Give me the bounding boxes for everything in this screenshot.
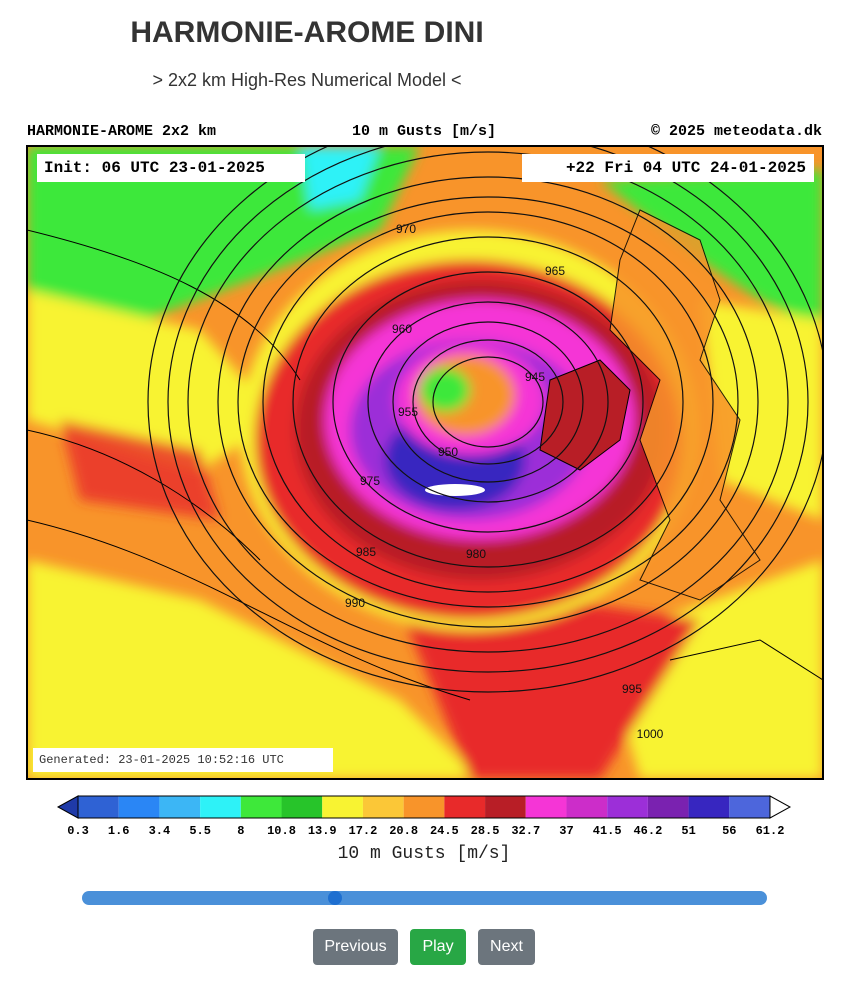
isobar-label: 950 bbox=[438, 445, 458, 459]
colorbar-tick-label: 56 bbox=[722, 824, 736, 838]
colorbar-segment bbox=[566, 796, 608, 818]
copyright: © 2025 meteodata.dk bbox=[651, 123, 822, 140]
isobar-label: 990 bbox=[345, 596, 365, 610]
colorbar-segment bbox=[78, 796, 119, 818]
isobar bbox=[147, 146, 823, 693]
map-frame bbox=[26, 145, 824, 780]
previous-button[interactable]: Previous bbox=[313, 929, 398, 965]
colorbar-segment bbox=[362, 796, 404, 818]
colorbar-tick-label: 28.5 bbox=[471, 824, 500, 838]
isobar-label: 945 bbox=[525, 370, 545, 384]
colorbar-tick-label: 20.8 bbox=[389, 824, 418, 838]
isobar-label: 970 bbox=[396, 222, 416, 236]
isobar bbox=[237, 196, 739, 608]
colorbar-tick-label: 37 bbox=[559, 824, 573, 838]
init-time: Init: 06 UTC 23-01-2025 bbox=[44, 159, 265, 177]
isobar-label: 965 bbox=[545, 264, 565, 278]
colorbar-over bbox=[769, 795, 792, 819]
colorbar-tick-label: 13.9 bbox=[308, 824, 337, 838]
isobar-label: 995 bbox=[622, 682, 642, 696]
isobar-label: 980 bbox=[466, 547, 486, 561]
colorbar-segment bbox=[240, 796, 282, 818]
valid-time: +22 Fri 04 UTC 24-01-2025 bbox=[566, 159, 806, 177]
colorbar-segment bbox=[200, 796, 241, 818]
next-button[interactable]: Next bbox=[478, 929, 535, 965]
weather-map: Init: 06 UTC 23-01-2025 +22 Fri 04 UTC 2… bbox=[27, 146, 823, 779]
isobar bbox=[292, 236, 684, 568]
isobar bbox=[332, 271, 644, 533]
colorbar-tick-label: 10.8 bbox=[267, 824, 296, 838]
model-label: HARMONIE-AROME 2x2 km bbox=[27, 123, 216, 140]
colorbar-tick-label: 24.5 bbox=[430, 824, 459, 838]
colorbar-segment bbox=[322, 796, 363, 818]
isobar bbox=[262, 211, 714, 593]
colorbar-tick-label: 8 bbox=[237, 824, 244, 838]
colorbar-label: 10 m Gusts [m/s] bbox=[338, 844, 511, 864]
isobar bbox=[432, 356, 544, 448]
colorbar-under bbox=[56, 795, 79, 819]
generated-time: Generated: 23-01-2025 10:52:16 UTC bbox=[39, 753, 284, 767]
colorbar-segment bbox=[444, 796, 486, 818]
colorbar-tick-label: 46.2 bbox=[633, 824, 662, 838]
colorbar-tick-label: 1.6 bbox=[108, 824, 130, 838]
page-title: HARMONIE-AROME DINI bbox=[130, 16, 483, 49]
slider-thumb[interactable] bbox=[328, 891, 342, 905]
colorbar-tick-label: 41.5 bbox=[593, 824, 622, 838]
isobar bbox=[167, 146, 809, 673]
isobar bbox=[187, 151, 789, 653]
play-button[interactable]: Play bbox=[410, 929, 466, 965]
colorbar-segment bbox=[485, 796, 526, 818]
isobar-label: 955 bbox=[398, 405, 418, 419]
colorbar-tick-label: 17.2 bbox=[349, 824, 378, 838]
colorbar-segment bbox=[281, 796, 323, 818]
colorbar-segment bbox=[647, 796, 689, 818]
colorbar-tick-label: 32.7 bbox=[511, 824, 540, 838]
isobar bbox=[412, 339, 564, 465]
colorbar-tick-label: 0.3 bbox=[67, 824, 89, 838]
colorbar-tick-label: 61.2 bbox=[756, 824, 785, 838]
colorbar-segment bbox=[729, 796, 770, 818]
colorbar-tick-label: 3.4 bbox=[149, 824, 171, 838]
colorbar-segment bbox=[688, 796, 730, 818]
colorbar-segment bbox=[607, 796, 648, 818]
colorbar-segment bbox=[159, 796, 201, 818]
colorbar-segment bbox=[118, 796, 160, 818]
isobar bbox=[367, 301, 609, 503]
isobar-label: 1000 bbox=[637, 727, 664, 741]
colorbar-segment bbox=[525, 796, 567, 818]
colorbar-frame bbox=[77, 795, 771, 819]
colorbar-tick-label: 51 bbox=[681, 824, 695, 838]
isobar bbox=[217, 176, 759, 628]
page-subtitle: > 2x2 km High-Res Numerical Model < bbox=[152, 70, 461, 90]
field-label: 10 m Gusts [m/s] bbox=[352, 123, 496, 140]
colorbar-tick-label: 5.5 bbox=[189, 824, 211, 838]
isobar-label: 960 bbox=[392, 322, 412, 336]
colorbar-segment bbox=[403, 796, 445, 818]
time-slider[interactable] bbox=[82, 891, 767, 905]
isobar bbox=[392, 321, 584, 483]
isobar-label: 975 bbox=[360, 474, 380, 488]
isobar-label: 985 bbox=[356, 545, 376, 559]
